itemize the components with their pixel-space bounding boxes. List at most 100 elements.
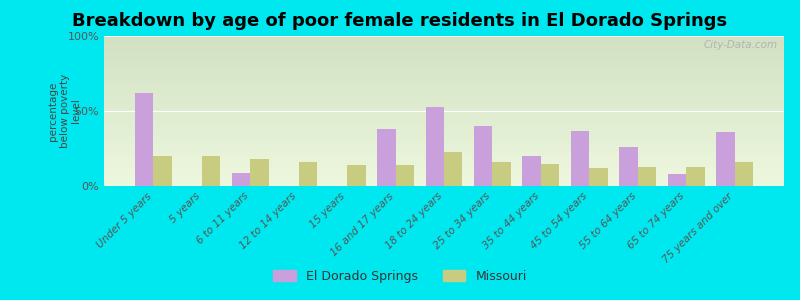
- Bar: [541, 164, 559, 186]
- Bar: [298, 162, 317, 186]
- Bar: [104, 82, 784, 84]
- Bar: [104, 54, 784, 56]
- Bar: [104, 38, 784, 39]
- Bar: [104, 135, 784, 136]
- Bar: [104, 183, 784, 184]
- Bar: [104, 70, 784, 72]
- Bar: [104, 142, 784, 144]
- Bar: [104, 128, 784, 129]
- Bar: [104, 108, 784, 110]
- Bar: [104, 60, 784, 61]
- Bar: [104, 126, 784, 128]
- Bar: [104, 45, 784, 46]
- Bar: [104, 46, 784, 48]
- Bar: [104, 87, 784, 88]
- Bar: [104, 118, 784, 120]
- Bar: [104, 74, 784, 75]
- Bar: [668, 174, 686, 186]
- Bar: [104, 110, 784, 111]
- Bar: [104, 136, 784, 138]
- Bar: [104, 178, 784, 180]
- Bar: [347, 165, 366, 186]
- Bar: [104, 96, 784, 98]
- Bar: [104, 177, 784, 178]
- Bar: [104, 117, 784, 118]
- Bar: [104, 92, 784, 93]
- Bar: [474, 126, 493, 186]
- Bar: [104, 167, 784, 168]
- Bar: [250, 159, 269, 186]
- Bar: [104, 164, 784, 165]
- Bar: [104, 116, 784, 117]
- Bar: [104, 90, 784, 92]
- Bar: [104, 106, 784, 108]
- Bar: [104, 158, 784, 159]
- Bar: [104, 44, 784, 45]
- Legend: El Dorado Springs, Missouri: El Dorado Springs, Missouri: [268, 265, 532, 288]
- Bar: [104, 154, 784, 156]
- Bar: [104, 72, 784, 74]
- Bar: [135, 93, 154, 186]
- Bar: [104, 146, 784, 147]
- Bar: [104, 134, 784, 135]
- Bar: [104, 56, 784, 57]
- Bar: [493, 162, 511, 186]
- Bar: [395, 165, 414, 186]
- Bar: [104, 61, 784, 63]
- Bar: [202, 156, 220, 186]
- Bar: [104, 80, 784, 81]
- Bar: [426, 106, 444, 186]
- Bar: [104, 105, 784, 106]
- Bar: [104, 140, 784, 141]
- Bar: [104, 169, 784, 171]
- Bar: [571, 130, 590, 186]
- Bar: [104, 75, 784, 76]
- Bar: [716, 132, 734, 186]
- Y-axis label: percentage
below poverty
level: percentage below poverty level: [48, 74, 82, 148]
- Bar: [104, 81, 784, 82]
- Bar: [104, 94, 784, 96]
- Bar: [104, 168, 784, 170]
- Bar: [104, 36, 784, 38]
- Bar: [104, 48, 784, 50]
- Bar: [734, 162, 753, 186]
- Bar: [104, 39, 784, 40]
- Bar: [444, 152, 462, 186]
- Bar: [104, 42, 784, 44]
- Bar: [638, 167, 656, 186]
- Bar: [104, 103, 784, 105]
- Bar: [104, 114, 784, 116]
- Bar: [522, 156, 541, 186]
- Bar: [104, 180, 784, 182]
- Bar: [232, 172, 250, 186]
- Text: City-Data.com: City-Data.com: [703, 40, 778, 50]
- Bar: [104, 171, 784, 172]
- Bar: [104, 122, 784, 123]
- Bar: [104, 111, 784, 112]
- Bar: [104, 93, 784, 94]
- Bar: [104, 85, 784, 87]
- Bar: [104, 58, 784, 60]
- Bar: [104, 152, 784, 153]
- Bar: [104, 174, 784, 176]
- Bar: [104, 76, 784, 78]
- Bar: [104, 69, 784, 70]
- Bar: [104, 88, 784, 90]
- Bar: [104, 129, 784, 130]
- Bar: [104, 51, 784, 52]
- Bar: [104, 68, 784, 69]
- Bar: [104, 172, 784, 174]
- Bar: [104, 98, 784, 99]
- Bar: [104, 165, 784, 166]
- Bar: [590, 168, 608, 186]
- Bar: [104, 112, 784, 114]
- Bar: [104, 50, 784, 51]
- Bar: [104, 159, 784, 160]
- Bar: [104, 150, 784, 152]
- Bar: [104, 147, 784, 148]
- Bar: [104, 132, 784, 134]
- Bar: [104, 144, 784, 146]
- Bar: [104, 63, 784, 64]
- Bar: [104, 153, 784, 154]
- Bar: [104, 130, 784, 132]
